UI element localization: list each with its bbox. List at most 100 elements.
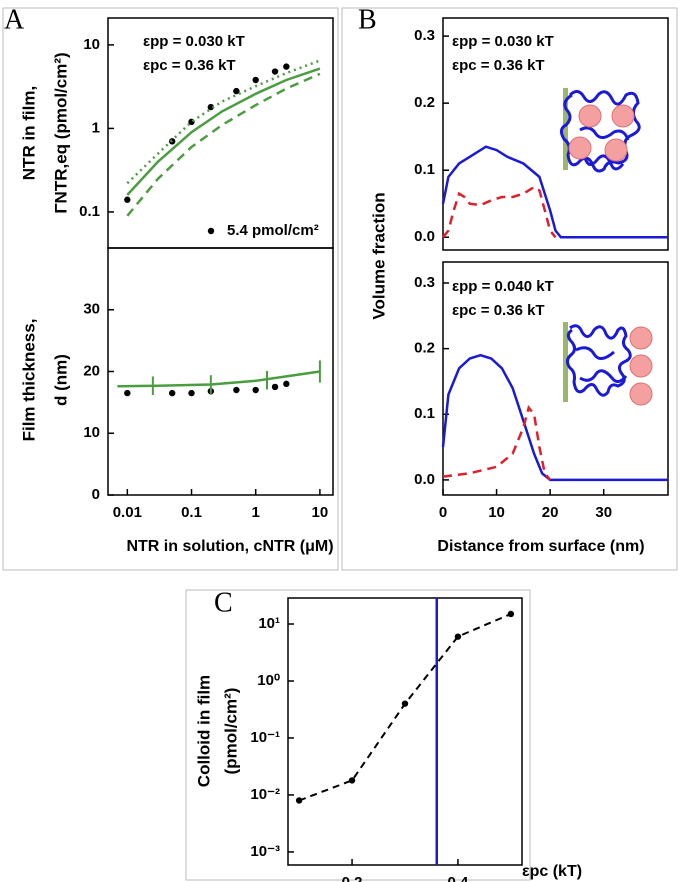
x-tick-label: 0.2 — [342, 874, 363, 882]
series-line — [126, 59, 321, 185]
x-axis-label: Distance from surface (nm) — [437, 538, 644, 555]
x-tick-label: 0 — [439, 504, 447, 521]
series-line — [442, 405, 552, 481]
y-tick-label: 10⁻¹ — [250, 729, 280, 746]
panel-letter: B — [358, 4, 377, 35]
series-line — [117, 370, 321, 388]
y-tick-label: 0.2 — [414, 94, 435, 111]
series-line — [442, 185, 557, 239]
annotation: εpc = 0.36 kT — [143, 57, 236, 74]
surface — [563, 322, 568, 402]
plot-frame — [107, 247, 334, 496]
series-line — [126, 72, 321, 217]
legend-label: 5.4 pmol/cm² — [227, 222, 319, 239]
colloid — [568, 136, 592, 160]
colloid — [611, 104, 635, 128]
data-point — [283, 63, 290, 70]
y-tick-label: 10 — [83, 36, 100, 53]
chart: 0 10 20 30 0.01 0.1 1 10 Film thickness, d (nm) NT… — [19, 247, 334, 555]
data-point — [271, 383, 279, 391]
y-tick-label: 20 — [83, 362, 100, 379]
y-tick-label: 10⁰ — [257, 672, 280, 689]
x-tick-label: 0.1 — [181, 504, 202, 521]
y-axis-label: Colloid in film — [194, 675, 213, 787]
annotation: εpp = 0.030 kT — [143, 33, 245, 50]
y-axis-label: d (nm) — [51, 354, 70, 406]
y-tick-label: 0.3 — [414, 274, 435, 291]
data-point — [507, 610, 515, 618]
chart: 0.0 0.1 0.2 0.3 εpp = 0.030 kT εpc = 0.36 kT V… — [358, 4, 669, 320]
legend-marker — [207, 227, 215, 235]
y-tick-label: 1 — [92, 119, 100, 136]
x-tick-label: 10 — [488, 504, 505, 521]
polymer — [565, 324, 632, 397]
data-point — [454, 633, 462, 640]
y-tick-label: 0.1 — [414, 405, 435, 422]
data-point — [401, 700, 409, 707]
colloid — [629, 382, 653, 406]
x-tick-label: 20 — [542, 504, 559, 521]
data-point — [348, 777, 356, 784]
panel-letter: A — [4, 4, 25, 35]
plot-frame — [287, 597, 523, 866]
illustration — [559, 88, 653, 406]
plot-frame — [442, 17, 669, 251]
series-line — [126, 67, 321, 196]
data-point — [233, 386, 240, 394]
y-tick-label: 0.3 — [414, 27, 435, 44]
surface — [563, 88, 568, 170]
data-point — [295, 797, 303, 804]
y-axis-label: (pmol/cm²) — [221, 688, 240, 775]
y-axis-label: ΓNTR,eq (pmol/cm²) — [51, 52, 70, 213]
x-axis-label: εpc (kT) — [522, 863, 582, 880]
y-tick-label: 10 — [83, 424, 100, 441]
data-point — [188, 389, 195, 397]
annotation: εpp = 0.040 kT — [452, 278, 554, 295]
colloid — [629, 326, 653, 350]
y-tick-label: 10⁻² — [250, 786, 280, 803]
plot-frame — [442, 261, 669, 496]
y-tick-label: 0 — [92, 486, 100, 503]
y-tick-label: 10¹ — [258, 615, 280, 632]
x-tick-label: 0.01 — [113, 504, 142, 521]
x-tick-label: 10 — [312, 504, 329, 521]
y-tick-label: 0.0 — [414, 471, 435, 488]
y-axis-label: Volume fraction — [369, 192, 388, 319]
y-tick-label: 10⁻³ — [250, 843, 280, 860]
data-point — [207, 103, 215, 111]
annotation: εpc = 0.36 kT — [452, 302, 545, 319]
chart: 0.0 0.1 0.2 0.3 0 10 20 30 εpp = 0.040 kT εpc = 0… — [414, 261, 669, 555]
data-point — [252, 76, 259, 84]
colloid — [629, 354, 653, 378]
series-line — [298, 613, 512, 802]
y-axis-label: NTR in film, — [19, 86, 38, 180]
y-axis-label: Film thickness, — [19, 319, 38, 442]
y-tick-label: 30 — [83, 301, 100, 318]
colloid — [578, 104, 602, 128]
data-point — [233, 87, 240, 95]
annotation: εpc = 0.36 kT — [452, 57, 545, 74]
chart: 0.1 1 10 5.4 pmol/cm² εpp = 0.030 kT εpc = 0.… — [4, 4, 334, 249]
data-point — [271, 68, 279, 75]
x-tick-label: 1 — [252, 504, 260, 521]
y-tick-label: 0.1 — [414, 161, 435, 178]
colloid — [604, 138, 628, 162]
data-point — [283, 380, 290, 388]
series-line — [441, 145, 668, 239]
x-tick-label: 30 — [595, 504, 612, 521]
data-point — [124, 196, 131, 203]
data-point — [168, 389, 176, 397]
y-tick-label: 0.1 — [79, 203, 100, 220]
chart: 10⁻³ 10⁻² 10⁻¹ 10⁰ 10¹ 0.2 0.4 Colloid in film (… — [194, 587, 582, 882]
panel-letter: C — [214, 587, 233, 618]
plot-frame — [107, 17, 334, 249]
panel-frame — [185, 589, 531, 881]
x-axis-label: NTR in solution, cNTR (μM) — [126, 538, 333, 555]
x-tick-label: 0.4 — [448, 874, 470, 882]
y-tick-label: 0.2 — [414, 340, 435, 357]
series-line — [441, 353, 668, 482]
annotation: εpp = 0.030 kT — [452, 33, 554, 50]
panel-frame — [2, 7, 339, 571]
